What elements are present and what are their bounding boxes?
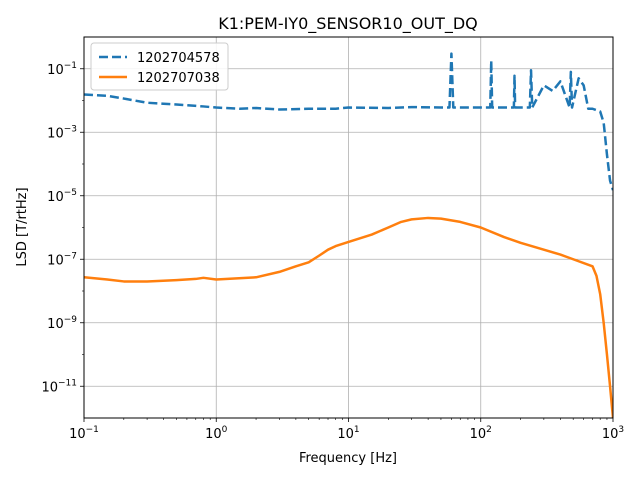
legend: 1202704578 1202707038 [90,42,229,91]
y-axis-label: LSD [T/rtHz] [15,187,30,266]
y-tick-label: 10−3 [47,124,77,141]
y-tick-label: 10−1 [47,61,77,78]
y-tick-label: 10−5 [47,188,77,205]
axis-ticks: 10−1 100 101 102 10310−1110−910−710−510−310−… [41,61,624,442]
legend-label-series-2: 1202707038 [137,71,220,86]
x-axis-label: Frequency [Hz] [299,451,397,466]
y-tick-label: 10−9 [47,315,77,332]
series-line-1 [84,52,613,191]
y-tick-label: 10−11 [41,378,77,395]
y-tick-label: 10−7 [47,251,77,268]
series-layer [84,52,613,418]
legend-label-series-1: 1202704578 [137,51,220,66]
chart-title: K1:PEM-IY0_SENSOR10_OUT_DQ [218,14,478,34]
grid-lines [83,37,614,418]
series-line-2 [84,216,613,418]
